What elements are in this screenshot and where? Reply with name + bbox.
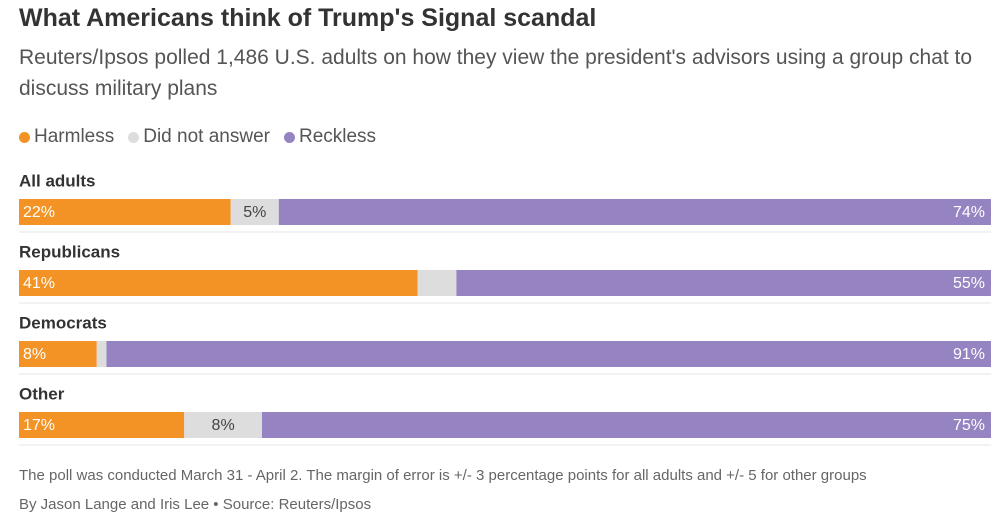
- bar-segment: [262, 412, 991, 438]
- value-label: 91%: [953, 346, 985, 363]
- bar-segment: [19, 412, 185, 438]
- value-label: 22%: [23, 204, 55, 221]
- category-label: All adults: [19, 171, 96, 190]
- legend-item: Harmless: [19, 126, 114, 148]
- bar-segment: [278, 199, 992, 225]
- category-label: Democrats: [19, 313, 107, 332]
- legend-label: Reckless: [298, 126, 377, 147]
- value-label: 5%: [243, 204, 266, 221]
- bar-segment: [417, 270, 457, 296]
- legend-label: Did not answer: [143, 126, 270, 147]
- legend-swatch: [283, 131, 295, 143]
- bar-segment: [184, 412, 262, 438]
- legend-item: Did not answer: [128, 126, 270, 148]
- value-label: 8%: [212, 417, 235, 434]
- byline: By Jason Lange and Iris Lee • Source: Re…: [19, 496, 372, 513]
- value-label: 41%: [23, 275, 55, 292]
- bar-segment: [96, 341, 107, 367]
- bar-segment: [19, 341, 97, 367]
- category-label: Republicans: [19, 242, 120, 261]
- legend-label: Harmless: [34, 126, 115, 147]
- value-label: 75%: [953, 417, 985, 434]
- bar-segment: [19, 270, 418, 296]
- legend-swatch: [128, 131, 140, 143]
- value-label: 74%: [953, 204, 985, 221]
- legend-item: Reckless: [283, 126, 377, 148]
- chart-title: What Americans think of Trump's Signal s…: [19, 4, 597, 32]
- category-label: Other: [19, 384, 65, 403]
- bar-segment: [19, 199, 231, 225]
- footnote: The poll was conducted March 31 - April …: [19, 467, 867, 484]
- bar-segment: [230, 199, 279, 225]
- chart-subtitle: Reuters/Ipsos polled 1,486 U.S. adults o…: [19, 46, 973, 100]
- legend: Harmless Did not answer Reckless: [19, 126, 376, 148]
- bar-segment: [106, 341, 992, 367]
- plot: All adults 22% 5% 74% Republicans 41% 55% Democ…: [19, 171, 992, 446]
- value-label: 17%: [23, 417, 55, 434]
- value-label: 8%: [23, 346, 46, 363]
- bar-segment: [456, 270, 991, 296]
- value-label: 55%: [953, 275, 985, 292]
- legend-swatch: [19, 131, 30, 143]
